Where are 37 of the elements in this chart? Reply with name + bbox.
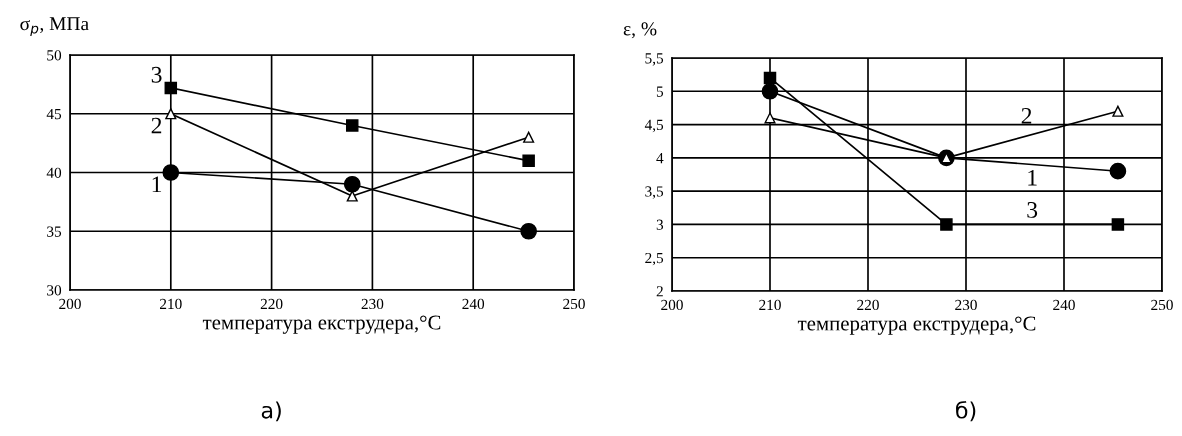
y-tick-label: 30 bbox=[47, 285, 62, 296]
y-tick-label: 45 bbox=[46, 108, 62, 120]
x-axis-title: температура екструдера,°C bbox=[202, 315, 441, 334]
x-tick-label: 240 bbox=[1053, 299, 1075, 311]
series-label: 1 bbox=[1028, 169, 1037, 186]
x-tick-label: 210 bbox=[759, 299, 781, 311]
series-label: 1 bbox=[152, 176, 162, 193]
y-tick-label: 3,5 bbox=[645, 186, 664, 199]
y-axis-title: σ$_{p}$, МПа bbox=[20, 17, 89, 37]
x-tick-label: 200 bbox=[59, 298, 81, 310]
y-tick-label: 5,5 bbox=[645, 53, 664, 66]
x-tick-label: 250 bbox=[563, 298, 585, 310]
x-tick-label: 240 bbox=[462, 298, 485, 310]
y-tick-label: 2,5 bbox=[645, 252, 664, 266]
x-axis-title: температура екструдера,°C bbox=[797, 316, 1036, 335]
x-tick-label: 220 bbox=[260, 298, 283, 310]
x-tick-label: 230 bbox=[361, 298, 384, 310]
x-tick-label: 220 bbox=[857, 299, 879, 311]
x-tick-label: 210 bbox=[160, 298, 182, 310]
y-tick-label: 40 bbox=[46, 167, 62, 178]
y-tick-label: 4 bbox=[656, 153, 664, 164]
y-tick-label: 35 bbox=[47, 226, 62, 237]
x-tick-label: 200 bbox=[661, 299, 683, 311]
x-tick-label: 230 bbox=[955, 299, 977, 311]
y-tick-label: 50 bbox=[47, 50, 62, 61]
x-tick-label: 250 bbox=[1151, 299, 1173, 311]
text: а) bbox=[261, 401, 281, 422]
y-axis-title: ε, % bbox=[623, 22, 657, 39]
text: б) bbox=[956, 401, 976, 422]
series-label: 3 bbox=[1027, 201, 1038, 218]
y-tick-label: 4,5 bbox=[644, 119, 664, 133]
y-tick-label: 3 bbox=[656, 219, 664, 230]
series-label: 3 bbox=[151, 66, 162, 83]
series-label: 2 bbox=[1021, 107, 1032, 124]
series-label: 2 bbox=[151, 117, 162, 134]
y-tick-label: 5 bbox=[656, 86, 664, 97]
y-tick-label: 2 bbox=[656, 286, 663, 297]
